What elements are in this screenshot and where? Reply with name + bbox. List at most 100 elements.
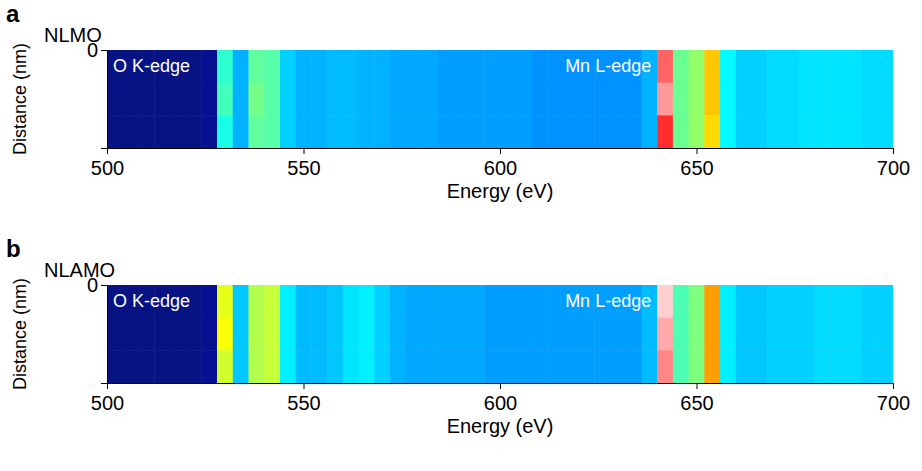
heatmap-cell xyxy=(689,115,705,148)
heatmap-cell xyxy=(327,350,343,383)
tick-label: 700 xyxy=(877,157,910,179)
heatmap-cell xyxy=(233,83,249,116)
annotation: O K-edge xyxy=(113,56,190,76)
heatmap-cell xyxy=(720,350,736,383)
heatmap-cell xyxy=(736,350,752,383)
tick-label: 600 xyxy=(484,157,517,179)
heatmap-cell xyxy=(359,83,375,116)
heatmap-cell xyxy=(516,115,532,148)
heatmap-cell xyxy=(170,83,186,116)
tick: 650 xyxy=(680,383,713,414)
heatmap-cell xyxy=(610,318,626,351)
heatmap-cell xyxy=(201,115,217,148)
heatmap-cell xyxy=(689,318,705,351)
heatmap-cell xyxy=(280,83,296,116)
heatmap-cell xyxy=(311,318,327,351)
heatmap-cell xyxy=(516,83,532,116)
heatmap-cell xyxy=(673,50,689,83)
heatmap-cell xyxy=(547,285,563,318)
x-axis-title: Energy (eV) xyxy=(447,415,554,437)
heatmap-cell xyxy=(484,83,500,116)
heatmap-cell xyxy=(154,318,170,351)
heatmap-cell xyxy=(720,83,736,116)
heatmap-cell xyxy=(877,285,893,318)
heatmap-cell xyxy=(704,50,720,83)
heatmap-cell xyxy=(138,318,154,351)
heatmap-cell xyxy=(359,115,375,148)
heatmap-cell xyxy=(531,83,547,116)
heatmap-cell xyxy=(673,285,689,318)
heatmap-cell xyxy=(374,83,390,116)
heatmap-cell xyxy=(830,83,846,116)
tick-mark xyxy=(697,383,698,389)
heatmap-cell xyxy=(531,115,547,148)
heatmap-cell xyxy=(689,350,705,383)
heatmap-cell xyxy=(547,83,563,116)
tick-label: 550 xyxy=(287,392,320,414)
heatmap-cell xyxy=(484,115,500,148)
heatmap-cell xyxy=(437,50,453,83)
heatmap-cell xyxy=(783,285,799,318)
heatmap-cell xyxy=(421,285,437,318)
heatmap-cell xyxy=(720,285,736,318)
tick-mark xyxy=(500,383,501,389)
heatmap-cell xyxy=(217,83,233,116)
heatmap-cell xyxy=(327,318,343,351)
heatmap-cell xyxy=(311,83,327,116)
heatmap-cell xyxy=(248,350,264,383)
heatmap-cell xyxy=(500,115,516,148)
heatmap-cell xyxy=(280,115,296,148)
heatmap-cell xyxy=(296,115,312,148)
heatmap-cell xyxy=(469,285,485,318)
heatmap-cell xyxy=(862,318,878,351)
heatmap-cell xyxy=(877,83,893,116)
heatmap-cell xyxy=(563,115,579,148)
heatmap-cell xyxy=(862,83,878,116)
heatmap-cell xyxy=(814,83,830,116)
heatmap-cell xyxy=(248,83,264,116)
heatmap-cell xyxy=(846,115,862,148)
heatmap-cell xyxy=(704,350,720,383)
heatmap-cell xyxy=(484,50,500,83)
heatmap-cell xyxy=(280,50,296,83)
heatmap-cell xyxy=(783,115,799,148)
heatmap-cell xyxy=(799,50,815,83)
tick-mark xyxy=(304,148,305,154)
y-axis: 0 xyxy=(87,39,108,149)
heatmap-cell xyxy=(783,83,799,116)
heatmap-cell xyxy=(233,115,249,148)
heatmap-cell xyxy=(767,285,783,318)
heatmap-cell xyxy=(421,350,437,383)
tick: 700 xyxy=(877,148,910,179)
heatmap-cell xyxy=(531,285,547,318)
heatmap-cell xyxy=(830,285,846,318)
heatmap-cell xyxy=(406,115,422,148)
heatmap-cell xyxy=(359,318,375,351)
heatmap-cell xyxy=(689,285,705,318)
heatmap-cell xyxy=(123,318,139,351)
heatmap-cell xyxy=(814,350,830,383)
heatmap-cell xyxy=(107,350,123,383)
heatmap-cell xyxy=(846,83,862,116)
heatmap xyxy=(107,50,893,148)
y-axis-title: Distance (nm) xyxy=(10,278,30,390)
heatmap-cell xyxy=(343,318,359,351)
heatmap-cell xyxy=(736,285,752,318)
heatmap-cell xyxy=(469,318,485,351)
heatmap-cell xyxy=(563,83,579,116)
heatmap-cell xyxy=(186,318,202,351)
heatmap-cell xyxy=(862,285,878,318)
heatmap-cell xyxy=(201,285,217,318)
heatmap-cell xyxy=(469,350,485,383)
heatmap-cell xyxy=(296,285,312,318)
heatmap-cell xyxy=(579,83,595,116)
heatmap-cell xyxy=(783,350,799,383)
heatmap-cell xyxy=(343,285,359,318)
heatmap-cell xyxy=(138,83,154,116)
heatmap-cell xyxy=(531,318,547,351)
heatmap-cell xyxy=(799,318,815,351)
tick: 550 xyxy=(287,383,320,414)
heatmap-cell xyxy=(421,50,437,83)
heatmap-cell xyxy=(830,50,846,83)
heatmap-cell xyxy=(343,50,359,83)
